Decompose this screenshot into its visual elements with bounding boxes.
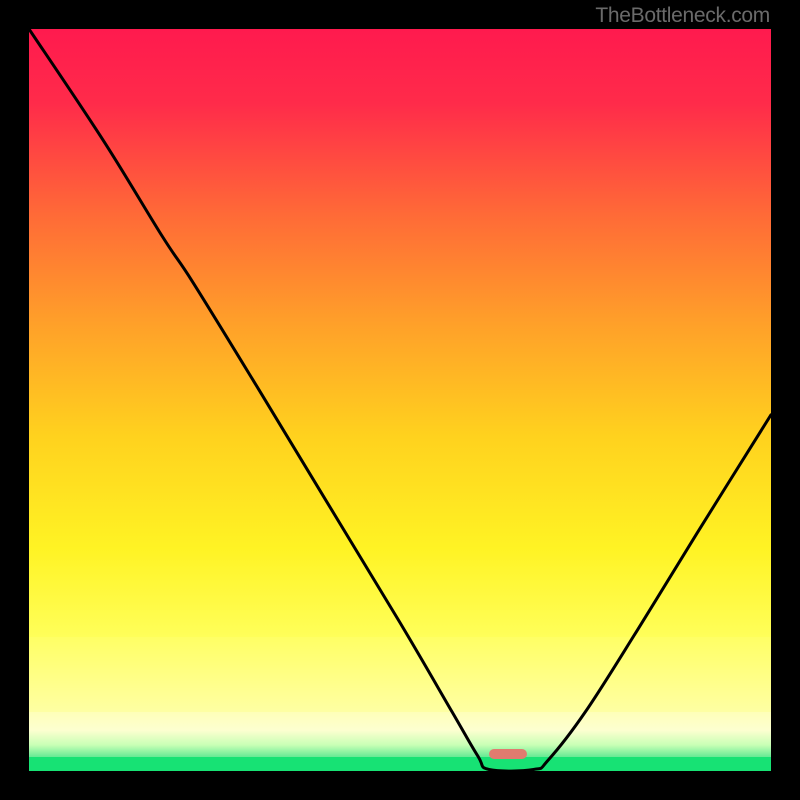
- chart-frame: [29, 29, 771, 771]
- watermark-text: TheBottleneck.com: [595, 4, 770, 28]
- bottleneck-curve: [29, 29, 771, 771]
- optimal-marker: [489, 749, 527, 759]
